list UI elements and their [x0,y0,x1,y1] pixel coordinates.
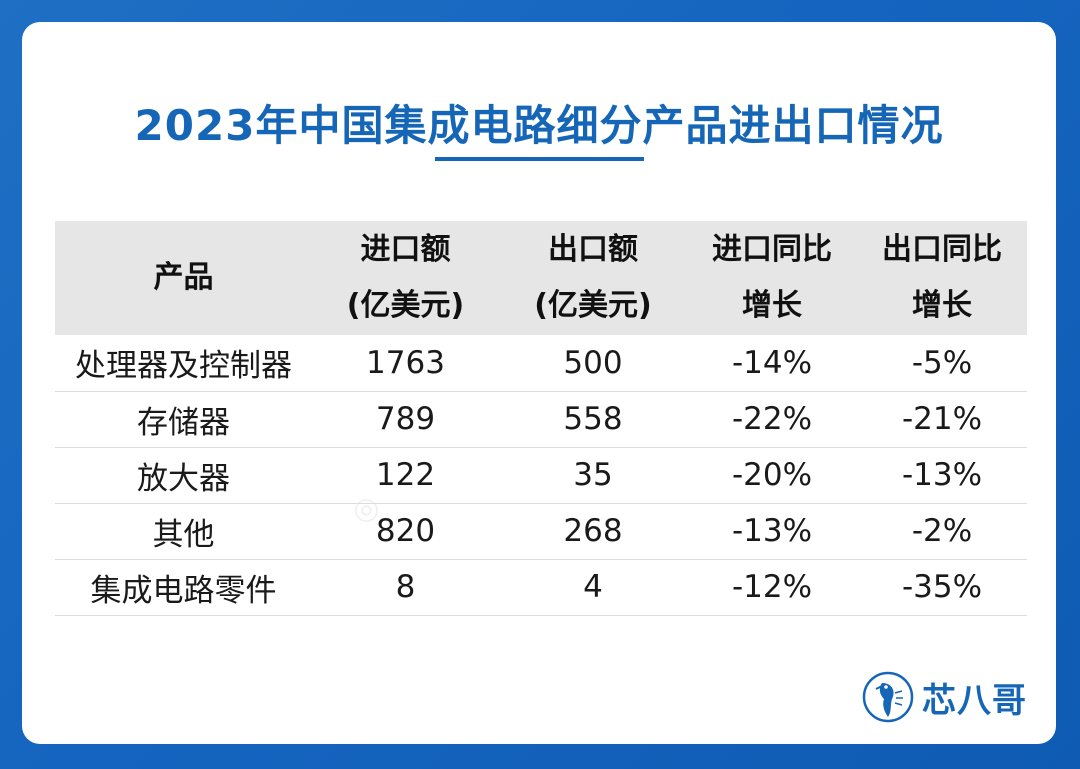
column-header: 进口同比 增长 [687,221,857,335]
table-row: 处理器及控制器 1763 500 -14% -5% [55,335,1027,391]
import-value-cell: 8 [395,569,416,605]
import-yoy-cell: -12% [731,569,813,605]
import-yoy-cell: -22% [731,401,813,437]
column-header: 产品 [55,221,312,335]
column-header-line: (亿美元) [346,288,465,323]
product-cell: 放大器 [137,460,230,497]
import-value-cell: 820 [375,513,436,549]
export-value-cell: 268 [563,513,623,549]
brand-logo: 芯八哥 [862,671,1027,723]
product-cell: 处理器及控制器 [75,348,292,385]
product-cell: 集成电路零件 [90,572,277,609]
page-title: 2023年中国集成电路细分产品进出口情况 [134,101,944,150]
export-yoy-cell: -2% [911,513,973,549]
column-header-line: 进口同比 [712,232,832,267]
export-yoy-cell: -21% [901,401,983,437]
table-row: 集成电路零件 8 4 -12% -35% [55,559,1027,615]
column-header-line: 出口同比 [882,232,1002,267]
import-value-cell: 122 [375,457,436,493]
table-row: 放大器 122 35 -20% -13% [55,447,1027,503]
column-header-line: (亿美元) [534,288,652,323]
product-cell: 存储器 [137,404,230,441]
data-table: 产品 进口额 (亿美元) 出口额 (亿美元) 进口同比 增长 出口同比 增长 处理器及控制器 17… [55,221,1027,616]
export-value-cell: 558 [563,401,623,437]
title-underline [435,157,644,161]
export-yoy-cell: -13% [901,457,983,493]
column-header: 出口同比 增长 [857,221,1027,335]
content-card: 2023年中国集成电路细分产品进出口情况 ◎ ◎ ◎ 产品 进口额 (亿美元) 出口额… [22,22,1056,744]
table-row: 其他 820 268 -13% -2% [55,503,1027,559]
import-yoy-cell: -13% [731,513,813,549]
export-value-cell: 35 [573,457,613,493]
export-value-cell: 500 [563,344,623,381]
table-body: 处理器及控制器 1763 500 -14% -5% 存储器 789 558 -22% -21% 放大… [55,335,1027,615]
brand-name: 芯八哥 [922,680,1027,721]
column-header-line: 出口额 [548,232,638,267]
table-row: 存储器 789 558 -22% -21% [55,391,1027,447]
column-header-line: 增长 [912,288,972,323]
import-value-cell: 1763 [366,344,445,381]
export-yoy-cell: -5% [911,344,973,381]
export-yoy-cell: -35% [901,569,983,605]
column-header-line: 进口额 [360,232,451,267]
column-header-line: 增长 [742,288,802,323]
export-value-cell: 4 [583,569,603,605]
product-cell: 其他 [152,516,215,553]
column-header-line: 产品 [153,260,214,295]
bird-logo-icon [862,671,914,723]
table-header-row: 产品 进口额 (亿美元) 出口额 (亿美元) 进口同比 增长 出口同比 增长 [55,221,1027,335]
column-header: 出口额 (亿美元) [499,221,687,335]
import-value-cell: 789 [375,401,436,437]
import-yoy-cell: -20% [731,457,813,493]
import-yoy-cell: -14% [731,344,813,381]
column-header: 进口额 (亿美元) [312,221,499,335]
